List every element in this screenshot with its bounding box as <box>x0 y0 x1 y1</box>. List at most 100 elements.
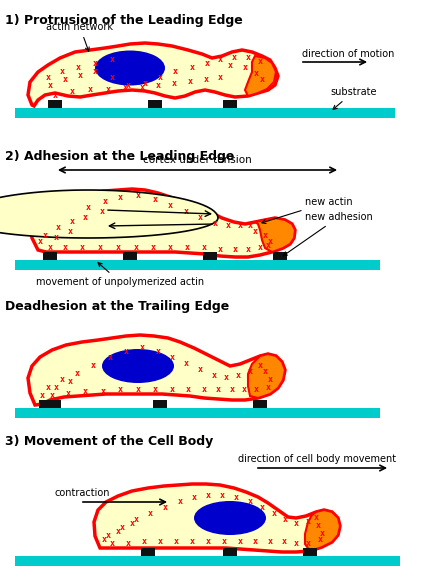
Text: x: x <box>54 233 59 243</box>
Text: x: x <box>88 85 93 95</box>
Text: x: x <box>252 538 258 546</box>
Text: x: x <box>76 63 80 71</box>
Text: x: x <box>224 373 229 383</box>
Text: x: x <box>45 384 51 393</box>
Text: x: x <box>238 538 243 546</box>
Text: x: x <box>253 70 258 78</box>
Text: x: x <box>306 518 311 526</box>
Text: x: x <box>258 57 263 67</box>
Bar <box>123 252 137 260</box>
Bar <box>253 400 267 408</box>
Text: x: x <box>266 384 270 393</box>
Polygon shape <box>94 484 340 552</box>
Text: direction of motion: direction of motion <box>302 49 394 59</box>
Text: x: x <box>170 353 175 363</box>
Polygon shape <box>0 190 218 238</box>
Text: x: x <box>190 64 195 73</box>
Text: x: x <box>48 243 53 253</box>
Text: x: x <box>79 243 85 253</box>
Text: x: x <box>74 369 79 377</box>
Bar <box>273 252 287 260</box>
Text: x: x <box>317 535 323 545</box>
Text: x: x <box>201 386 207 394</box>
Text: x: x <box>263 232 267 240</box>
Text: x: x <box>241 386 246 394</box>
Polygon shape <box>248 354 285 398</box>
Ellipse shape <box>194 501 266 535</box>
Text: x: x <box>105 531 111 539</box>
Text: x: x <box>212 370 216 380</box>
Text: x: x <box>178 497 182 507</box>
Text: x: x <box>272 510 277 518</box>
Polygon shape <box>28 43 278 106</box>
Text: x: x <box>108 353 113 363</box>
Text: x: x <box>218 245 223 253</box>
Text: new adhesion: new adhesion <box>283 212 373 256</box>
Text: x: x <box>260 75 264 84</box>
Text: x: x <box>117 386 122 394</box>
Text: x: x <box>40 391 45 401</box>
Text: x: x <box>125 81 130 90</box>
Text: x: x <box>187 77 193 87</box>
Text: x: x <box>246 245 250 253</box>
Bar <box>15 260 380 270</box>
Text: x: x <box>230 386 235 394</box>
Text: new actin: new actin <box>262 197 353 223</box>
Text: x: x <box>233 494 238 503</box>
Text: contraction: contraction <box>55 488 110 498</box>
Bar <box>223 548 237 556</box>
Text: x: x <box>158 74 162 82</box>
Text: x: x <box>110 56 114 64</box>
Text: x: x <box>238 222 243 230</box>
Text: cortex under tension: cortex under tension <box>143 155 251 165</box>
Text: x: x <box>150 243 156 253</box>
Text: x: x <box>252 228 258 236</box>
Text: x: x <box>170 386 175 394</box>
Text: 1) Protrusion of the Leading Edge: 1) Protrusion of the Leading Edge <box>5 14 243 27</box>
Text: x: x <box>37 238 42 246</box>
Polygon shape <box>305 510 340 551</box>
Text: x: x <box>158 538 162 546</box>
Text: x: x <box>156 347 161 356</box>
Text: x: x <box>105 84 111 94</box>
Text: x: x <box>56 223 60 232</box>
Text: 3) Movement of the Cell Body: 3) Movement of the Cell Body <box>5 435 213 448</box>
Text: x: x <box>100 387 105 395</box>
Text: x: x <box>45 74 51 82</box>
Text: x: x <box>53 91 57 99</box>
Polygon shape <box>30 189 295 257</box>
Text: x: x <box>267 376 272 384</box>
Text: x: x <box>136 386 141 394</box>
Text: x: x <box>60 376 65 384</box>
Text: x: x <box>204 60 210 68</box>
Text: x: x <box>258 362 263 370</box>
Text: x: x <box>243 64 247 73</box>
Text: x: x <box>258 243 263 252</box>
Text: x: x <box>70 218 74 226</box>
Text: x: x <box>206 538 210 546</box>
Text: x: x <box>267 538 272 546</box>
Text: x: x <box>173 538 178 546</box>
Bar <box>48 100 62 108</box>
Text: x: x <box>267 238 272 246</box>
Text: x: x <box>232 53 236 61</box>
Text: x: x <box>42 230 48 239</box>
Text: x: x <box>206 491 210 501</box>
Text: x: x <box>102 198 108 207</box>
Text: x: x <box>153 386 158 394</box>
Text: x: x <box>212 219 218 228</box>
Bar <box>141 548 155 556</box>
Text: x: x <box>167 201 173 211</box>
Bar <box>148 100 162 108</box>
Text: x: x <box>122 84 128 92</box>
Text: x: x <box>49 391 54 401</box>
Text: x: x <box>204 75 209 84</box>
Text: x: x <box>235 371 241 380</box>
Ellipse shape <box>99 203 171 233</box>
Text: x: x <box>156 81 161 91</box>
Text: x: x <box>77 71 82 80</box>
Text: x: x <box>99 208 105 216</box>
Text: x: x <box>133 515 139 525</box>
Text: x: x <box>227 60 232 70</box>
Bar <box>203 252 217 260</box>
